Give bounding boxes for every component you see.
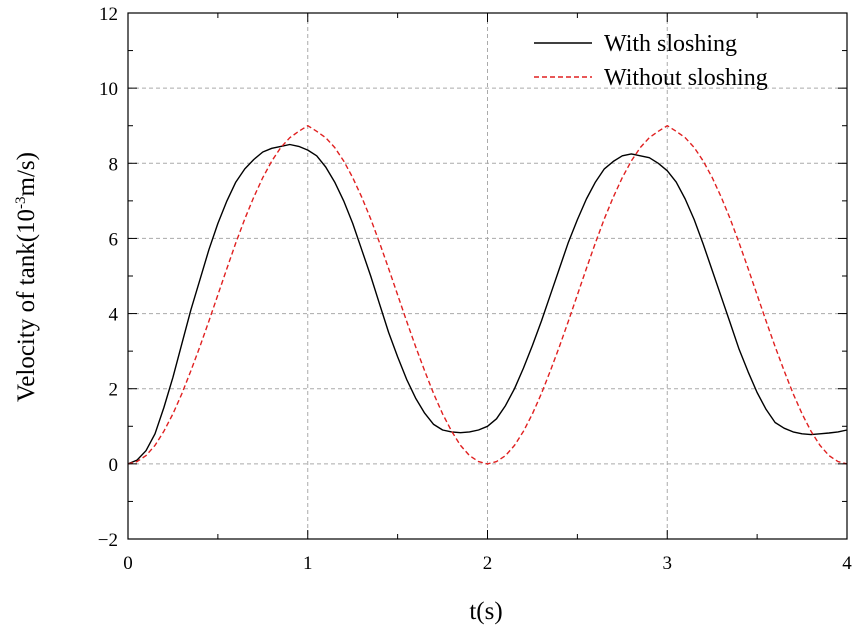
- x-tick-label: 4: [842, 553, 852, 574]
- y-tick-label: 0: [109, 455, 119, 476]
- legend-label: Without sloshing: [604, 65, 768, 91]
- x-tick-label: 0: [123, 553, 133, 574]
- y-axis-label-exponent: -3: [13, 196, 29, 209]
- x-axis-label: t(s): [469, 598, 502, 625]
- grid-lines: [128, 13, 847, 539]
- series-group: [127, 124, 848, 465]
- y-axis-label: Velocity of tank(10-3m/s): [13, 152, 40, 402]
- y-tick-label: 2: [109, 380, 119, 401]
- y-tick-label: 8: [109, 154, 119, 175]
- series-line-without-sloshing: [127, 124, 848, 465]
- y-tick-label: −2: [98, 530, 118, 551]
- y-tick-label: 6: [109, 229, 119, 250]
- y-axis-label-prefix: Velocity of tank(10: [13, 209, 40, 402]
- y-tick-label: 4: [109, 305, 119, 326]
- x-tick-label: 1: [303, 553, 313, 574]
- legend-label: With sloshing: [604, 31, 737, 57]
- x-tick-label: 2: [483, 553, 493, 574]
- y-tick-label: 12: [99, 4, 118, 25]
- series-line-with-sloshing: [127, 143, 848, 465]
- x-tick-label: 3: [663, 553, 673, 574]
- y-tick-label: 10: [99, 79, 118, 100]
- y-axis-label-suffix: m/s): [13, 152, 40, 196]
- legend: With sloshing Without sloshing: [534, 31, 768, 91]
